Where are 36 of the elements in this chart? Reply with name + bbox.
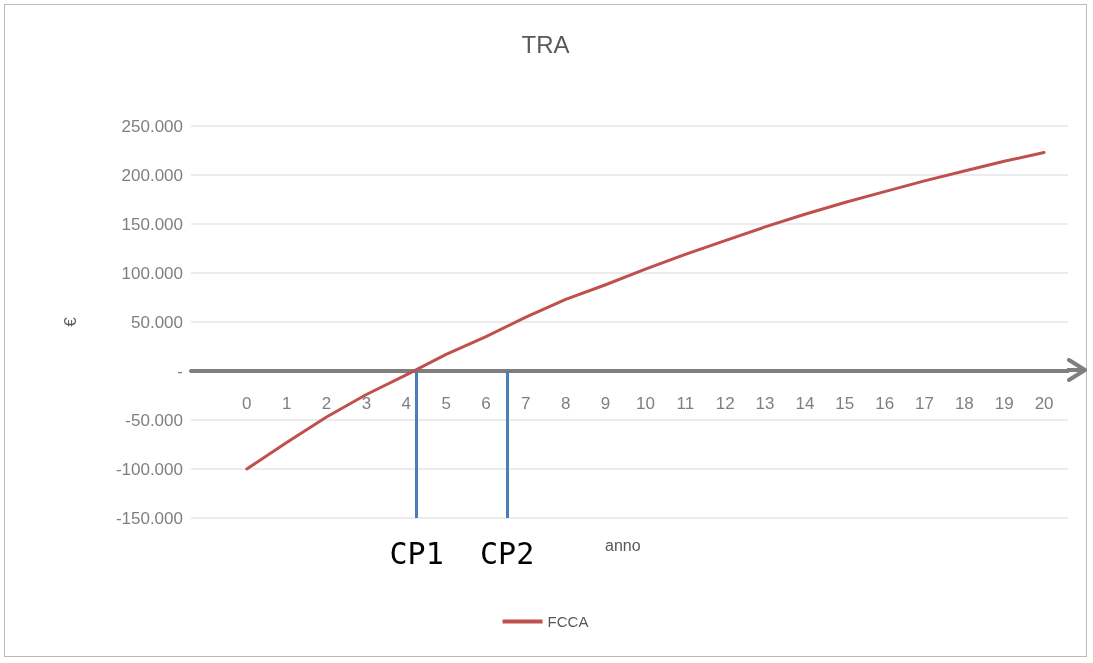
x-tick-label: 14 [795, 394, 815, 413]
x-tick-label: 2 [321, 394, 332, 413]
y-tick-label: -50.000 [125, 410, 183, 430]
legend-label: FCCA [547, 613, 589, 630]
y-tick-label: -150.000 [115, 508, 183, 528]
x-tick-label: 18 [954, 394, 974, 413]
x-tick-label: 15 [835, 394, 855, 413]
x-tick-label: 3 [361, 394, 372, 413]
x-tick-label: 11 [676, 394, 695, 413]
chart-title: TRA [521, 30, 570, 58]
y-axis-title: € [61, 316, 80, 327]
y-tick-label: 50.000 [131, 312, 183, 332]
x-tick-label: 0 [242, 394, 252, 413]
x-tick-label: 10 [635, 394, 655, 413]
ref-line-label: CP2 [480, 535, 535, 571]
x-tick-label: 5 [441, 394, 451, 413]
x-tick-label: 4 [401, 394, 411, 413]
x-tick-label: 19 [994, 394, 1014, 413]
y-tick-label: -100.000 [115, 459, 183, 479]
y-tick-label: 250.000 [121, 116, 183, 136]
x-tick-label: 7 [521, 394, 531, 413]
x-tick-label: 9 [600, 394, 611, 413]
x-tick-label: 12 [715, 394, 735, 413]
y-tick-label: 100.000 [121, 263, 183, 283]
x-tick-label: 20 [1034, 394, 1054, 413]
x-tick-label: 13 [755, 394, 775, 413]
x-tick-label: 16 [875, 394, 895, 413]
x-tick-label: 1 [281, 394, 292, 413]
y-tick-label: - [177, 361, 183, 381]
x-tick-label: 17 [915, 394, 934, 413]
y-tick-label: 150.000 [121, 214, 183, 234]
text: anno [605, 536, 641, 554]
ref-line-label: CP1 [389, 535, 444, 571]
x-tick-label: 6 [481, 394, 491, 413]
x-tick-label: 8 [560, 394, 571, 413]
y-tick-label: 200.000 [121, 165, 183, 185]
